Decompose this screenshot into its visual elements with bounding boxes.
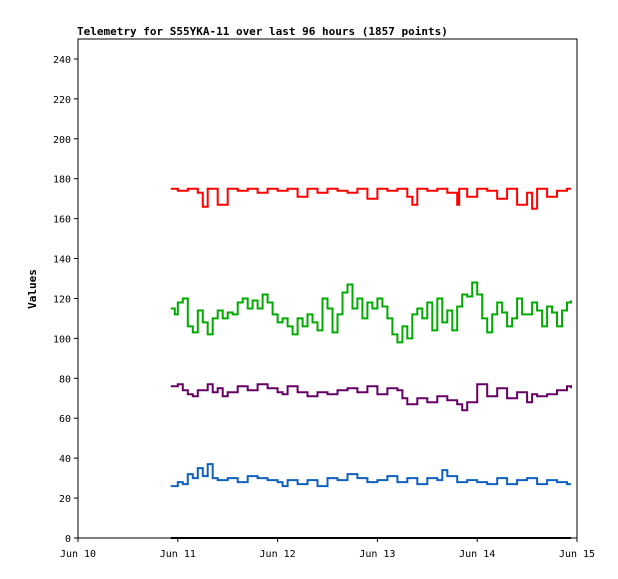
series-line-0 xyxy=(170,187,571,210)
x-tick-label: Jun 14 xyxy=(459,549,495,560)
y-tick-label: 60 xyxy=(59,414,71,425)
y-tick-label: 180 xyxy=(53,175,71,186)
y-tick-label: 200 xyxy=(53,135,71,146)
y-tick-label: 140 xyxy=(53,255,71,266)
series-line-1 xyxy=(170,281,572,344)
x-tick-label: Jun 11 xyxy=(160,549,196,560)
chart-title: Telemetry for S55YKA-11 over last 96 hou… xyxy=(77,25,448,38)
y-tick-label: 120 xyxy=(53,294,71,305)
y-tick-label: 0 xyxy=(65,534,71,545)
series-line-3 xyxy=(170,463,571,488)
x-tick-label: Jun 13 xyxy=(359,549,395,560)
y-axis-label: Values xyxy=(26,269,39,309)
x-tick-label: Jun 15 xyxy=(559,549,595,560)
series-line-2 xyxy=(170,383,572,412)
x-tick-label: Jun 12 xyxy=(260,549,296,560)
x-tick-label: Jun 10 xyxy=(60,549,96,560)
y-tick-label: 20 xyxy=(59,494,71,505)
y-tick-label: 160 xyxy=(53,215,71,226)
y-tick-label: 220 xyxy=(53,95,71,106)
y-tick-label: 100 xyxy=(53,334,71,345)
y-tick-label: 40 xyxy=(59,454,71,465)
plot-frame xyxy=(77,38,578,539)
y-tick-label: 240 xyxy=(53,55,71,66)
series-group xyxy=(170,187,572,539)
x-axis: Jun 10 Jun 11 Jun 12 Jun 13 Jun 14 Jun 15 xyxy=(60,538,595,560)
y-axis: 0 20 40 60 80 100 120 140 160 180 200 220 240 xyxy=(53,55,78,545)
y-tick-label: 80 xyxy=(59,374,71,385)
